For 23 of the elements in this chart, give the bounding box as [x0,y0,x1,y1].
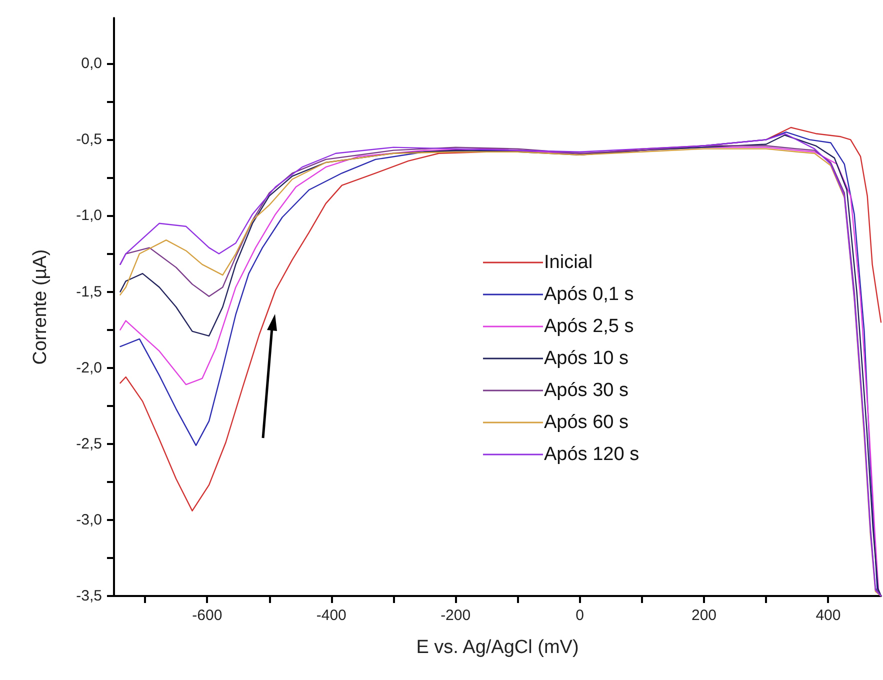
y-tick-label: -3,5 [76,588,102,604]
legend-label: Após 2,5 s [544,316,634,337]
x-tick-label: 0 [576,607,584,624]
y-tick-label: 0,0 [81,55,102,72]
y-tick-label: -2,0 [76,359,102,376]
x-tick-label: -200 [440,607,471,624]
y-tick-label: -0,5 [76,131,102,148]
y-tick-label: -1,5 [76,283,102,300]
x-tick-label: 200 [691,607,717,624]
y-tick-label: -3,0 [76,511,102,528]
legend-label: Após 30 s [544,380,628,401]
x-tick-label: -600 [192,607,222,624]
x-tick-label: -400 [316,607,346,624]
legend-label: Inicial [544,252,593,273]
y-axis-title: Corrente (µA) [30,249,51,365]
legend-label: Após 0,1 s [544,284,634,305]
x-tick-label: 400 [816,607,841,624]
legend-label: Após 60 s [544,412,628,433]
legend-label: Após 10 s [544,348,628,369]
y-tick-label: -2,5 [76,435,102,452]
x-axis-title: E vs. Ag/AgCl (mV) [416,637,579,658]
legend-label: Após 120 s [544,444,640,465]
y-tick-label: -1,0 [76,207,102,224]
